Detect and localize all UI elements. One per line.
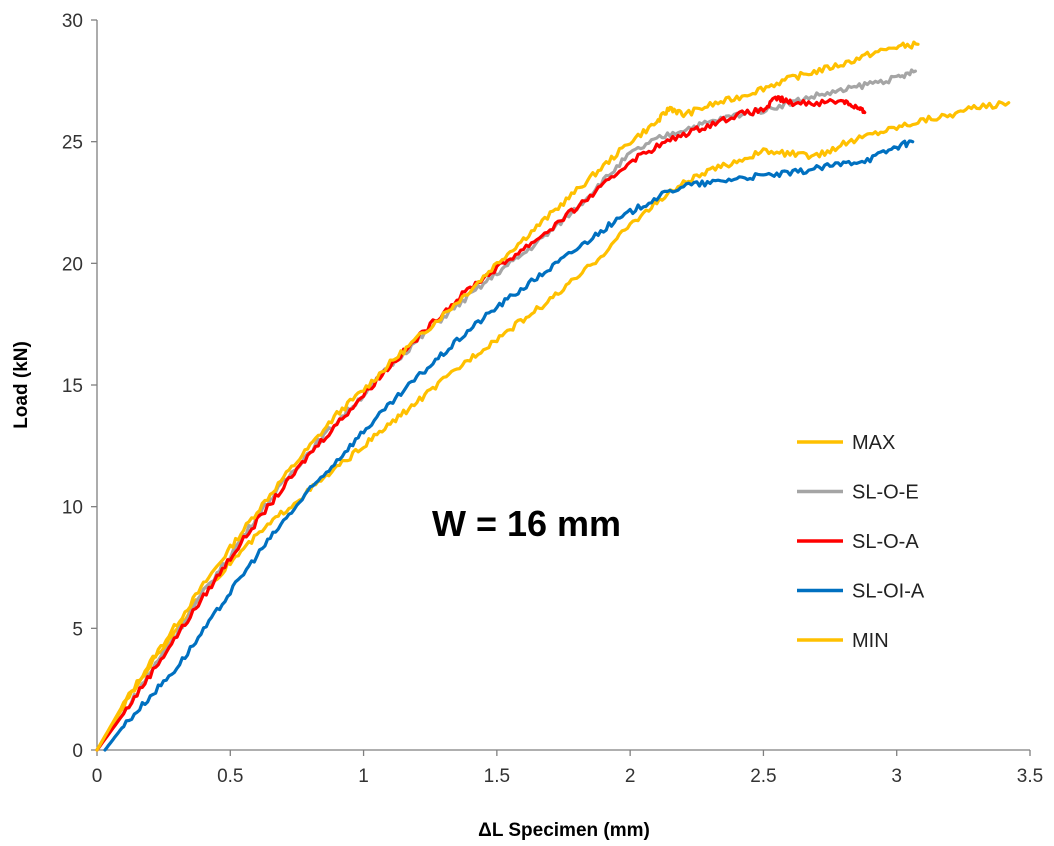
legend-label: MAX bbox=[852, 432, 895, 454]
legend: MAX SL-O-E SL-O-A SL-OI-A MIN bbox=[797, 432, 925, 652]
series-line-max bbox=[95, 40, 920, 752]
y-tick-label: 25 bbox=[62, 133, 83, 154]
x-axis-title: ΔL Specimen (mm) bbox=[478, 820, 650, 841]
chart-annotation: W = 16 mm bbox=[432, 503, 621, 544]
legend-label: SL-O-E bbox=[852, 482, 919, 504]
series-line-sl-oi-a bbox=[103, 139, 915, 752]
x-tick-label: 3 bbox=[891, 766, 902, 787]
series-line-min bbox=[95, 100, 1011, 752]
y-tick-label: 0 bbox=[72, 741, 83, 762]
series-lines bbox=[95, 40, 1011, 752]
x-tick-label: 1.5 bbox=[484, 766, 510, 787]
x-tick-label: 0 bbox=[92, 766, 103, 787]
y-tick-label: 15 bbox=[62, 376, 83, 397]
x-tick-label: 0.5 bbox=[217, 766, 243, 787]
legend-label: MIN bbox=[852, 630, 889, 652]
x-tick-label: 2 bbox=[625, 766, 636, 787]
x-tick-label: 2.5 bbox=[750, 766, 776, 787]
y-tick-label: 5 bbox=[72, 619, 83, 640]
y-axis-title: Load (kN) bbox=[11, 341, 32, 429]
series-line-sl-o-a bbox=[95, 95, 867, 752]
chart-axes bbox=[91, 19, 1031, 756]
legend-label: SL-OI-A bbox=[852, 581, 925, 603]
x-tick-label: 3.5 bbox=[1017, 766, 1043, 787]
legend-label: SL-O-A bbox=[852, 531, 919, 553]
y-tick-label: 30 bbox=[62, 11, 83, 32]
y-tick-label: 20 bbox=[62, 254, 83, 275]
y-tick-label: 10 bbox=[62, 498, 83, 519]
tick-labels: 0 5 10 15 20 25 30 0 0.5 1 1.5 2 2.5 3 3.5 bbox=[62, 11, 1043, 787]
x-tick-label: 1 bbox=[358, 766, 369, 787]
